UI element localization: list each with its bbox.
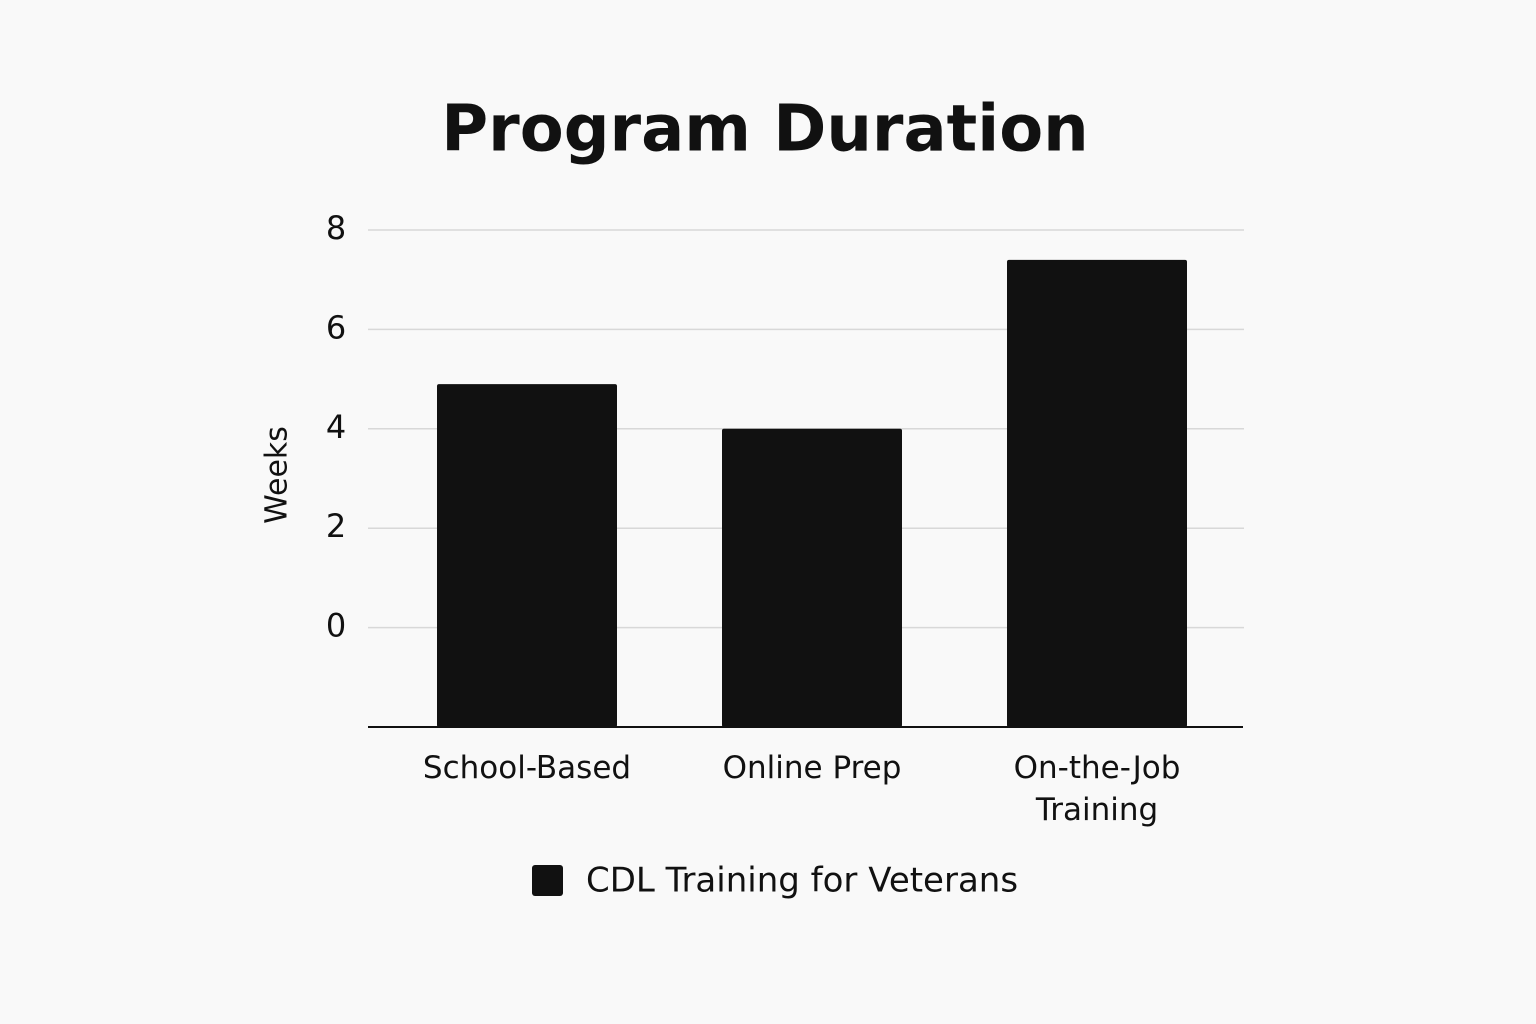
y-tick-label: 0 [326,607,346,645]
y-tick-label: 6 [326,308,346,346]
y-tick-label: 4 [326,408,346,446]
bar [722,428,902,727]
x-tick-label: On-the-Job Training [1013,750,1181,828]
y-tick-label: 2 [326,507,346,545]
bar [1007,259,1187,727]
y-tick-label: 8 [326,209,346,247]
bar [437,384,617,727]
x-tick-label: School-Based [422,750,632,786]
chart-title: Program Duration [441,93,1088,167]
y-axis-label: Weeks [260,426,295,524]
legend-swatch [532,865,563,896]
x-tick-label: Online Prep [722,750,902,786]
legend-label: CDL Training for Veterans [586,861,1018,901]
